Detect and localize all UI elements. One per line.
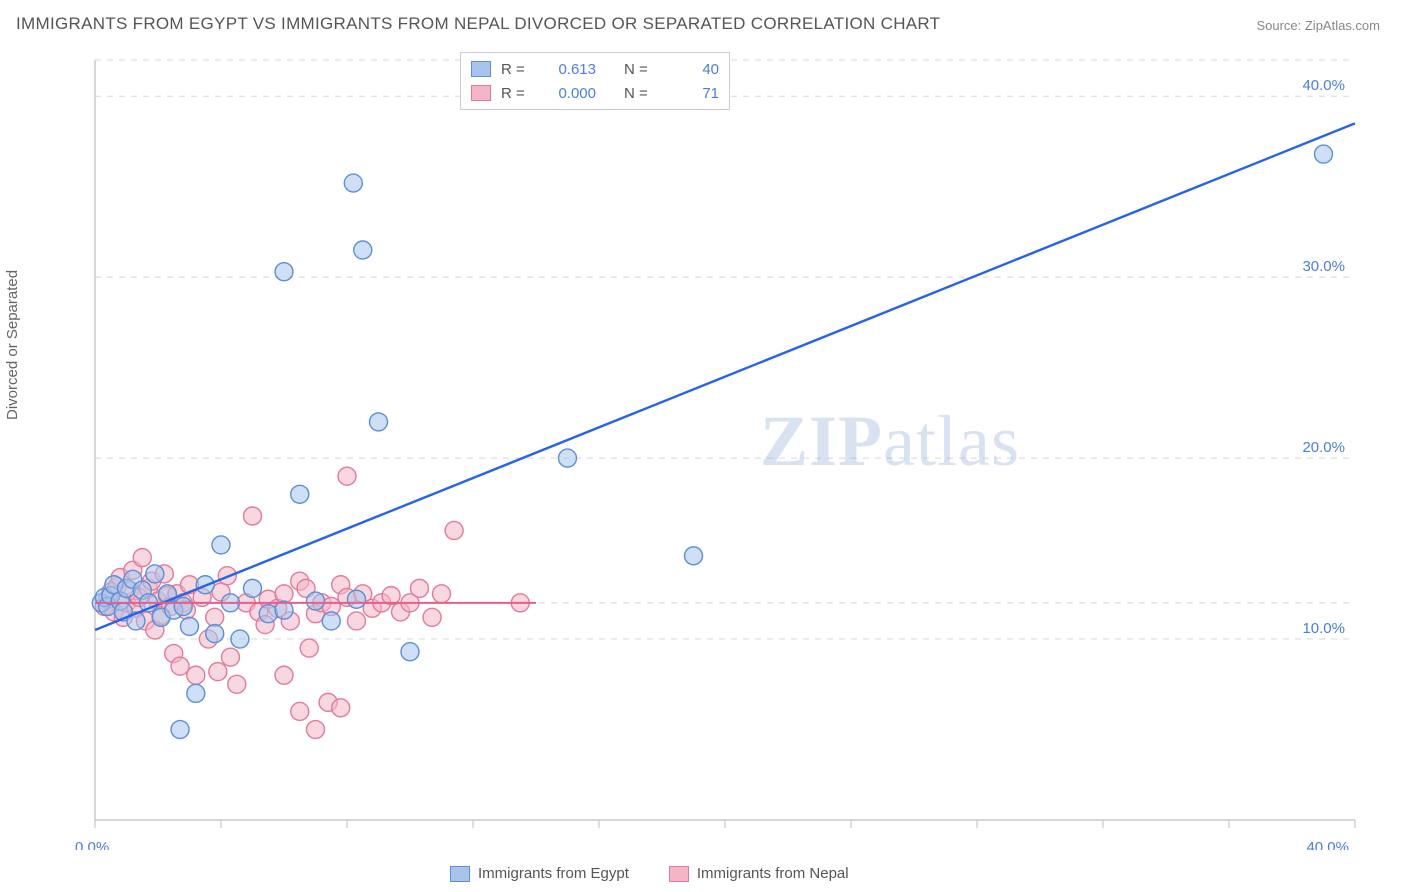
legend-n-label: N = [624, 61, 654, 78]
legend-stat-row: R = 0.613 N = 40 [471, 57, 719, 81]
legend-stat-row: R = 0.000 N = 71 [471, 81, 719, 105]
y-axis-label: Divorced or Separated [4, 270, 21, 420]
legend-statistics-box: R = 0.613 N = 40 R = 0.000 N = 71 [460, 52, 730, 110]
legend-swatch [471, 85, 491, 101]
svg-text:10.0%: 10.0% [1302, 620, 1345, 637]
svg-text:0.0%: 0.0% [75, 839, 109, 850]
legend-n-label: N = [624, 85, 654, 102]
legend-series-item: Immigrants from Nepal [669, 865, 849, 882]
legend-r-label: R = [501, 61, 531, 78]
legend-n-value: 71 [664, 85, 719, 102]
svg-text:40.0%: 40.0% [1302, 77, 1345, 94]
legend-series: Immigrants from Egypt Immigrants from Nep… [450, 865, 849, 882]
chart-title: IMMIGRANTS FROM EGYPT VS IMMIGRANTS FROM… [16, 14, 940, 34]
scatter-plot-svg: 10.0% 20.0% 30.0% 40.0% 0.0% 40.0% [50, 50, 1370, 850]
source-link[interactable]: ZipAtlas.com [1305, 18, 1380, 33]
legend-n-value: 40 [664, 61, 719, 78]
legend-series-label: Immigrants from Egypt [478, 865, 629, 882]
legend-series-label: Immigrants from Nepal [697, 865, 849, 882]
chart-area: 10.0% 20.0% 30.0% 40.0% 0.0% 40.0% [50, 50, 1370, 850]
legend-swatch [471, 61, 491, 77]
legend-swatch [669, 866, 689, 882]
source-label: Source: [1256, 18, 1304, 33]
legend-r-value: 0.613 [541, 61, 596, 78]
svg-text:40.0%: 40.0% [1306, 839, 1349, 850]
legend-series-item: Immigrants from Egypt [450, 865, 629, 882]
svg-text:30.0%: 30.0% [1302, 258, 1345, 275]
legend-r-value: 0.000 [541, 85, 596, 102]
svg-text:20.0%: 20.0% [1302, 439, 1345, 456]
legend-swatch [450, 866, 470, 882]
watermark-text: ZIPatlas [760, 400, 1020, 483]
legend-r-label: R = [501, 85, 531, 102]
source-attribution: Source: ZipAtlas.com [1256, 18, 1380, 33]
